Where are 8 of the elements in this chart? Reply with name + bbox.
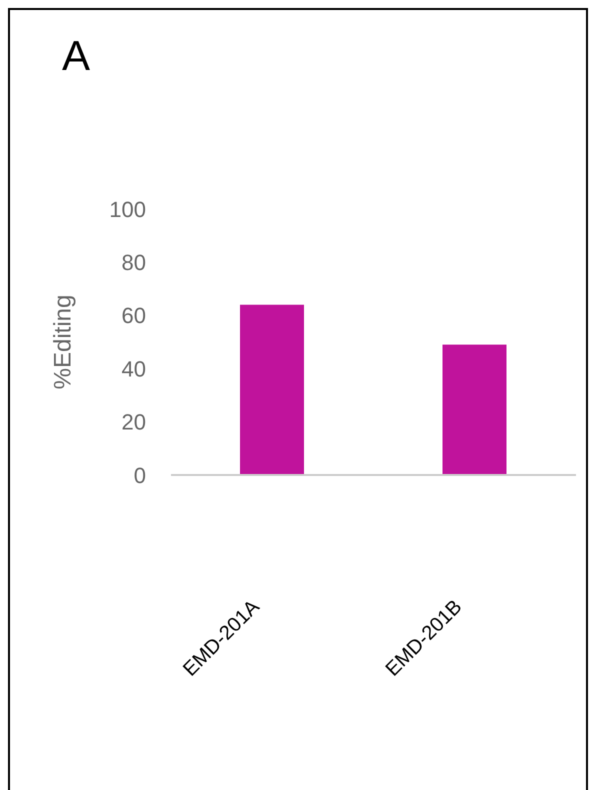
chart-title: A bbox=[62, 32, 90, 80]
y-tick-label: 20 bbox=[122, 410, 146, 435]
y-tick-label: 60 bbox=[122, 303, 146, 328]
y-tick-label: 0 bbox=[134, 462, 146, 488]
y-tick-label: 100 bbox=[109, 196, 146, 222]
y-tick-label: 40 bbox=[122, 356, 146, 382]
y-axis-title: %Editing bbox=[50, 294, 77, 390]
y-tick-label: 80 bbox=[122, 250, 146, 276]
